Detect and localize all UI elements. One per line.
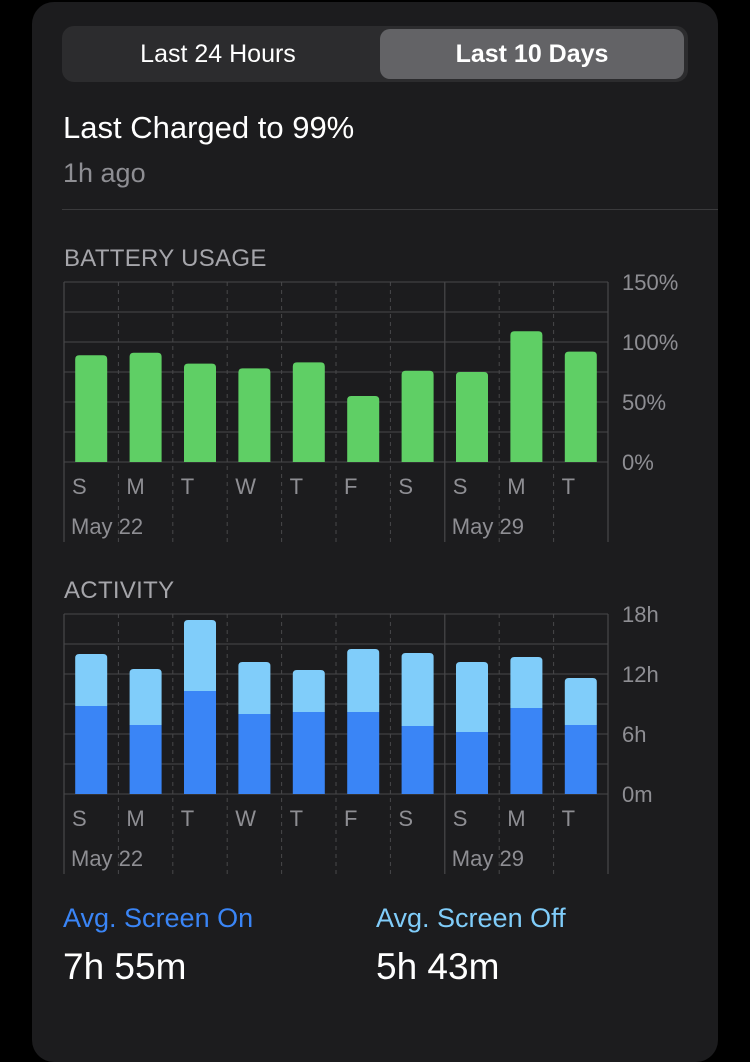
activity-title: ACTIVITY [64,577,175,604]
activity-week-label: May 22 [71,846,143,871]
battery-week-label: May 29 [452,514,524,539]
battery-day-label: S [398,474,413,499]
activity-day-label: S [72,806,87,831]
charts-canvas: 150% 100% 50% 0% S M T W T F S S M T May 22 May 29 18h 12… [63,270,678,874]
battery-bar [129,352,162,462]
activity-screen-on-bar [510,708,543,794]
battery-usage-title: BATTERY USAGE [64,245,267,272]
avg-screen-off-label: Avg. Screen Off [376,903,566,933]
battery-bar [564,351,597,462]
activity-screen-on-bar [564,725,597,794]
battery-day-label: F [344,474,357,499]
battery-y-tick: 100% [622,330,678,355]
battery-bar [238,368,271,462]
activity-screen-off-bar [456,662,488,732]
battery-day-label: S [72,474,87,499]
activity-day-label: T [181,806,194,831]
activity-y-tick: 12h [622,662,659,687]
activity-screen-off-bar [75,654,108,706]
battery-y-tick: 0% [622,450,654,475]
activity-screen-off-bar [401,653,434,726]
activity-week-label: May 29 [452,846,524,871]
battery-y-tick: 150% [622,270,678,295]
activity-screen-on-bar [75,706,108,794]
activity-screen-on-bar [238,714,271,794]
battery-bar [292,362,325,462]
activity-day-label: M [126,806,144,831]
activity-screen-off-bar [129,669,162,725]
battery-bar [401,370,434,462]
activity-day-label: M [507,806,525,831]
activity-y-tick: 6h [622,722,646,747]
battery-day-label: T [562,474,575,499]
battery-bar [456,372,488,462]
activity-day-label: F [344,806,357,831]
battery-day-label: S [453,474,468,499]
battery-bar [184,363,216,462]
activity-screen-on-bar [401,726,434,794]
activity-day-label: T [290,806,303,831]
battery-day-label: T [181,474,194,499]
segment-last-24-hours[interactable]: Last 24 Hours [140,40,296,68]
battery-week-label: May 22 [71,514,143,539]
divider [62,209,718,210]
activity-screen-off-bar [510,657,543,708]
battery-y-tick: 50% [622,390,666,415]
last-charged-title: Last Charged to 99% [63,110,355,145]
battery-bar [510,331,543,462]
battery-day-label: M [507,474,525,499]
avg-screen-off-value: 5h 43m [376,946,500,987]
battery-day-label: M [126,474,144,499]
segment-last-10-days[interactable]: Last 10 Days [380,29,684,79]
activity-screen-off-bar [292,670,325,712]
activity-screen-off-bar [238,662,271,714]
activity-y-tick: 0m [622,782,653,807]
activity-screen-off-bar [347,649,380,712]
activity-screen-on-bar [456,732,488,794]
battery-day-label: T [290,474,303,499]
activity-screen-on-bar [129,725,162,794]
last-charged-time: 1h ago [63,158,146,188]
activity-screen-on-bar [292,712,325,794]
avg-screen-on-value: 7h 55m [63,946,187,987]
activity-screen-on-bar [184,691,216,794]
activity-day-label: S [453,806,468,831]
time-range-segmented-control[interactable]: Last 24 Hours Last 10 Days [62,26,688,82]
battery-day-label: W [235,474,256,499]
battery-card [32,2,718,1062]
battery-bar [347,396,380,462]
activity-day-label: T [562,806,575,831]
activity-screen-off-bar [184,620,216,691]
avg-screen-on-label: Avg. Screen On [63,903,254,933]
activity-screen-on-bar [347,712,380,794]
activity-day-label: S [398,806,413,831]
activity-screen-off-bar [564,678,597,725]
battery-bar [75,355,108,462]
activity-day-label: W [235,806,256,831]
activity-y-tick: 18h [622,602,659,627]
